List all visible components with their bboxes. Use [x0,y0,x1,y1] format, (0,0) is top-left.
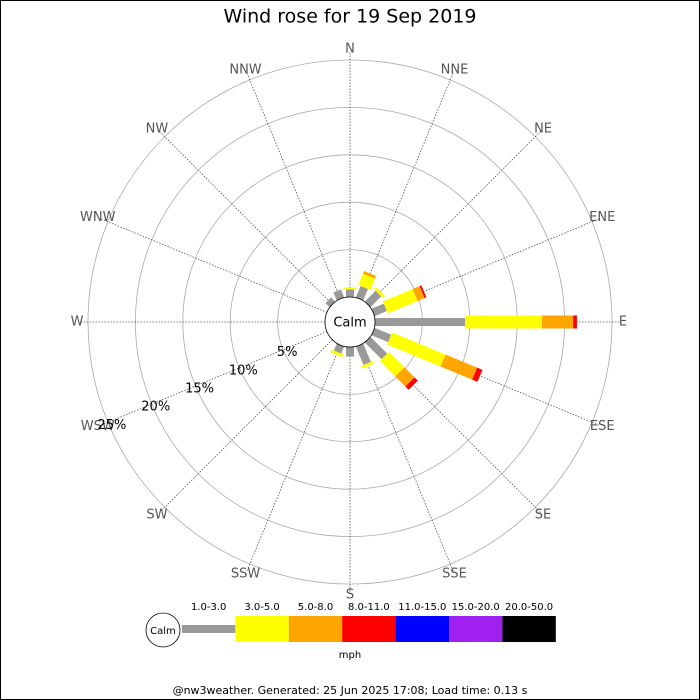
bar-segment [333,343,345,354]
direction-label: NW [146,121,169,136]
bar-segment [405,377,418,390]
legend-calm [145,612,181,648]
spoke [359,344,454,572]
spoke [246,72,341,300]
legend-label: 15.0-20.0 [452,602,500,613]
bar-segment [361,361,375,369]
legend-label: 20.0-50.0 [505,602,553,613]
direction-label: NE [534,121,552,136]
direction-label: NNW [229,62,261,77]
bar-segment [440,354,478,380]
spoke [100,331,328,426]
direction-label: S [346,588,354,603]
legend-label: 1.0-3.0 [191,602,226,613]
spoke [372,218,600,313]
bar-segment [355,343,371,366]
legend-swatch [449,616,503,642]
bar-segment [371,327,392,343]
bar-segment [346,347,354,357]
legend-swatch [182,625,236,633]
legend-label: 11.0-15.0 [398,602,446,613]
direction-label: SE [535,508,551,523]
ring-label: 25% [97,418,126,433]
direction-label: WNW [80,210,116,225]
direction-label: W [71,315,84,330]
spoke [367,339,542,514]
legend-swatch [395,616,449,642]
bar-segment [379,351,405,377]
direction-label: ESE [590,419,615,434]
bar-segment [375,318,466,326]
spoke [158,130,333,305]
bar-segment [358,273,376,291]
bar-segment [355,285,368,301]
calm-circle [324,296,376,348]
bar-segment [419,285,427,299]
spoke [158,339,333,514]
legend-label: 5.0-8.0 [298,602,333,613]
direction-label: ENE [589,210,615,225]
bar-segment [333,289,345,301]
ring-label: 5% [277,345,298,360]
calm-label: Calm [333,316,366,331]
bar-segment [472,367,483,382]
direction-label: SSE [442,567,467,582]
spoke [100,218,328,313]
bar-segment [362,271,377,279]
legend-swatch [235,616,289,642]
bar-segment [364,290,382,308]
legend-swatch [288,616,343,642]
chart-title: Wind rose for 19 Sep 2019 [223,6,476,28]
bar-segment [371,303,387,317]
bar-segment [573,315,577,329]
spoke [246,344,341,572]
ring-label: 15% [185,381,214,396]
spoke [359,72,454,300]
ring-label: 10% [229,363,258,378]
direction-label: E [619,315,627,330]
bar-segment [330,349,344,358]
direction-label: WSW [81,419,115,434]
bar-segment [465,315,542,329]
spoke [372,331,600,426]
legend-label: 8.0-11.0 [348,602,390,613]
bar-segment [412,286,425,302]
legend-label: 3.0-5.0 [244,602,279,613]
bar-segment [395,367,415,387]
bar-segment [373,286,386,299]
spoke [367,130,542,305]
bar-segment [343,287,357,290]
legend-calm-label: Calm [150,626,176,637]
footer: @nw3weather. Generated: 25 Jun 2025 17:0… [173,684,528,697]
direction-label: SSW [231,567,261,582]
unit-label: mph [339,650,361,661]
bar-segment [541,315,574,329]
direction-label: SW [146,508,167,523]
bar-segment [346,289,354,297]
ring-label: 20% [141,400,170,415]
direction-label: N [345,42,355,57]
bar-segment [387,332,446,367]
legend-swatch [342,616,396,642]
bar-segment [364,336,388,360]
bar-segment [382,289,418,314]
legend-swatch [502,616,556,642]
direction-label: NNE [441,62,469,77]
bar-segment [325,297,336,308]
